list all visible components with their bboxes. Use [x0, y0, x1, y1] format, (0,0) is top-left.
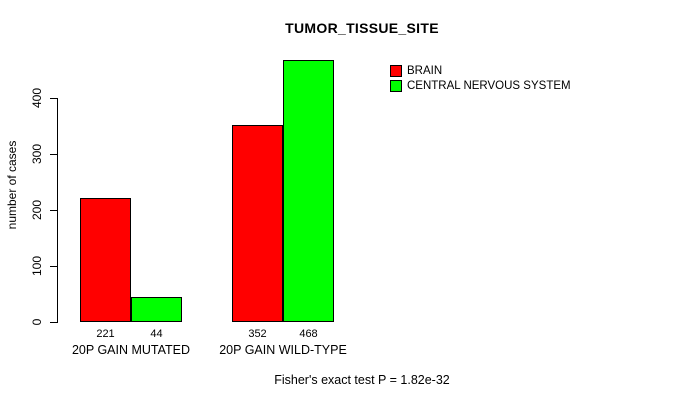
category-label-group1: 20P GAIN MUTATED: [71, 343, 191, 357]
legend-swatch-cns-icon: [390, 80, 402, 92]
bar-cns-group1: [131, 297, 182, 322]
bar-count-label: 44: [150, 328, 163, 340]
bar-count-label: 221: [96, 328, 115, 340]
legend-item-cns: CENTRAL NERVOUS SYSTEM: [390, 80, 571, 92]
y-tick-label: 400: [30, 87, 44, 109]
chart-title: TUMOR_TISSUE_SITE: [285, 20, 439, 36]
bar-brain-group1: [80, 198, 131, 322]
y-tick-label: 100: [30, 255, 44, 277]
legend: BRAIN CENTRAL NERVOUS SYSTEM: [390, 65, 571, 95]
legend-label-brain: BRAIN: [407, 65, 443, 77]
y-tick-mark: [50, 154, 57, 155]
y-tick-mark: [50, 266, 57, 267]
bar-cns-group2: [283, 60, 334, 322]
y-tick-label: 200: [30, 199, 44, 221]
bar-count-label: 468: [299, 328, 318, 340]
y-tick-label: 300: [30, 143, 44, 165]
y-tick-mark: [50, 98, 57, 99]
bar-brain-group2: [232, 125, 283, 322]
y-axis-title: number of cases: [5, 140, 19, 230]
bar-count-label: 352: [248, 328, 267, 340]
y-tick-mark: [50, 210, 57, 211]
legend-label-cns: CENTRAL NERVOUS SYSTEM: [407, 80, 571, 92]
y-tick-mark: [50, 322, 57, 323]
y-axis-line: [57, 98, 58, 323]
legend-item-brain: BRAIN: [390, 65, 571, 77]
y-tick-label: 0: [30, 318, 44, 326]
stat-annotation: Fisher's exact test P = 1.82e-32: [274, 373, 450, 387]
legend-swatch-brain-icon: [390, 65, 402, 77]
category-label-group2: 20P GAIN WILD-TYPE: [219, 343, 347, 357]
